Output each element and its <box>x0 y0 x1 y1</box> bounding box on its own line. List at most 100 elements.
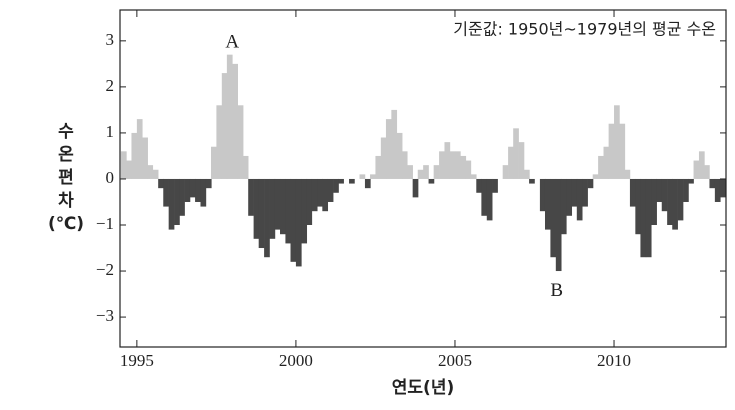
bar <box>629 178 636 207</box>
bar <box>391 109 398 179</box>
bar <box>492 178 498 193</box>
bar <box>661 178 668 212</box>
bar <box>407 165 413 179</box>
bar <box>645 178 652 258</box>
bar <box>131 132 138 179</box>
bar <box>539 178 546 212</box>
y-axis-label: 온 <box>58 145 74 165</box>
bar <box>417 169 424 179</box>
bar <box>709 178 716 189</box>
bar <box>465 160 472 179</box>
bar <box>571 178 578 207</box>
bar <box>269 178 276 239</box>
bar <box>311 178 318 212</box>
y-axis-label: 편 <box>58 168 74 188</box>
bar <box>385 119 392 179</box>
bar <box>508 146 514 179</box>
bar <box>338 178 344 184</box>
bar <box>317 178 323 207</box>
bar <box>454 151 461 179</box>
bar <box>396 132 403 179</box>
bar <box>327 178 334 202</box>
bar <box>544 178 551 230</box>
bar <box>470 174 477 179</box>
bar <box>598 155 604 179</box>
bar <box>576 178 583 221</box>
bar <box>306 178 313 225</box>
y-tick-label: 2 <box>106 76 115 95</box>
annotation: B <box>550 280 563 301</box>
y-tick-label: −2 <box>96 260 114 279</box>
bar <box>555 178 562 272</box>
bar <box>693 160 700 179</box>
bar <box>677 178 684 221</box>
bar <box>333 178 339 193</box>
y-tick-label: 0 <box>106 168 115 187</box>
bar <box>428 178 435 184</box>
bar <box>481 178 488 216</box>
bar <box>476 178 482 193</box>
bar <box>163 178 169 207</box>
bar <box>608 123 615 179</box>
bar <box>560 178 567 235</box>
bar <box>423 165 429 179</box>
bar <box>656 178 663 202</box>
bar <box>566 178 573 216</box>
bar <box>174 178 180 225</box>
y-tick-label: 3 <box>106 30 115 49</box>
bar <box>667 178 673 225</box>
bar <box>651 178 657 225</box>
bar <box>136 119 143 179</box>
bar <box>449 151 456 179</box>
bar <box>216 105 223 179</box>
bar <box>195 178 201 202</box>
bar <box>258 178 265 249</box>
x-tick-label: 2000 <box>279 351 313 370</box>
y-tick-label: 1 <box>106 122 115 141</box>
bar <box>439 151 445 179</box>
bar <box>614 105 620 179</box>
y-axis-label: 차 <box>58 191 74 211</box>
bar <box>237 105 244 179</box>
y-axis-label: 수 <box>58 122 74 142</box>
bar <box>582 178 588 207</box>
bar <box>285 178 292 244</box>
bar <box>460 155 467 179</box>
bar <box>640 178 647 258</box>
bar <box>433 165 440 179</box>
bar <box>189 178 196 198</box>
bar <box>349 178 355 184</box>
bar <box>370 174 376 179</box>
bar <box>322 178 329 212</box>
bar <box>290 178 297 262</box>
bar <box>274 178 281 230</box>
bar <box>375 155 382 179</box>
x-tick-label: 1995 <box>120 351 154 370</box>
y-axis-label: (℃) <box>48 214 84 234</box>
x-axis-label: 연도(년) <box>392 378 454 398</box>
bar <box>248 178 254 216</box>
bar <box>486 178 493 221</box>
bar <box>226 54 233 179</box>
bar <box>364 178 371 189</box>
bar <box>280 178 286 235</box>
bar <box>184 178 191 202</box>
bar <box>242 155 249 179</box>
bar <box>529 178 535 184</box>
bar <box>719 178 726 198</box>
bar <box>698 151 705 179</box>
bar <box>513 128 519 179</box>
bar <box>619 123 626 179</box>
bar <box>444 142 451 179</box>
bar <box>518 142 525 179</box>
bar <box>147 165 154 179</box>
bar <box>301 178 308 244</box>
bar <box>264 178 270 258</box>
bar <box>587 178 594 189</box>
bar <box>295 178 302 267</box>
bar <box>232 63 238 179</box>
bar <box>359 174 366 179</box>
bar <box>401 151 408 179</box>
bar <box>179 178 185 216</box>
